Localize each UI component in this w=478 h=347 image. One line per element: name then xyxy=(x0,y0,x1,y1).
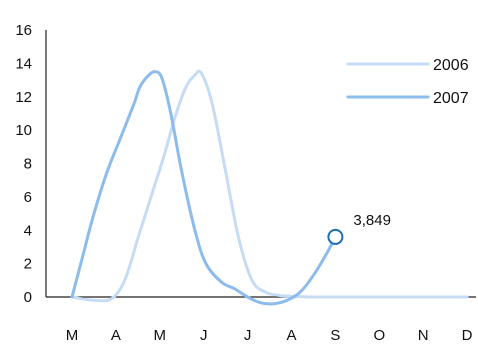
x-tick-label: D xyxy=(462,327,473,344)
y-tick-label: 0 xyxy=(24,289,32,306)
y-tick-label: 6 xyxy=(24,189,32,206)
series-line-2006 xyxy=(70,69,469,303)
x-tick-label: A xyxy=(286,327,296,344)
series-line-2007 xyxy=(70,70,337,306)
annotation-label: 3,849 xyxy=(353,212,391,229)
y-tick-label: 16 xyxy=(15,22,32,39)
y-tick-label: 10 xyxy=(15,122,32,139)
series-lines xyxy=(70,69,469,306)
annotation-marker xyxy=(327,228,344,245)
x-tick-label: O xyxy=(373,327,385,344)
x-tick-label: J xyxy=(200,327,208,344)
x-tick-label: N xyxy=(418,327,429,344)
x-tick-label: M xyxy=(154,327,167,344)
legend-label-2007: 2007 xyxy=(433,90,469,107)
x-tick-label: S xyxy=(330,327,340,344)
y-tick-label: 12 xyxy=(15,89,32,106)
y-tick-label: 2 xyxy=(24,256,32,273)
y-tick-label: 8 xyxy=(24,156,32,173)
y-tick-labels: 0 2 4 6 8 10 12 14 16 xyxy=(15,22,32,306)
y-tick-label: 4 xyxy=(24,222,32,239)
annotation: 3,849 xyxy=(327,212,391,245)
x-tick-label: J xyxy=(244,327,252,344)
x-tick-label: M xyxy=(66,327,79,344)
y-axis: 0 2 4 6 8 10 12 14 16 xyxy=(15,22,47,306)
y-tick-label: 14 xyxy=(15,55,32,72)
legend-label-2006: 2006 xyxy=(433,57,469,74)
x-tick-label: A xyxy=(111,327,121,344)
legend: 2006 2007 xyxy=(346,57,469,107)
